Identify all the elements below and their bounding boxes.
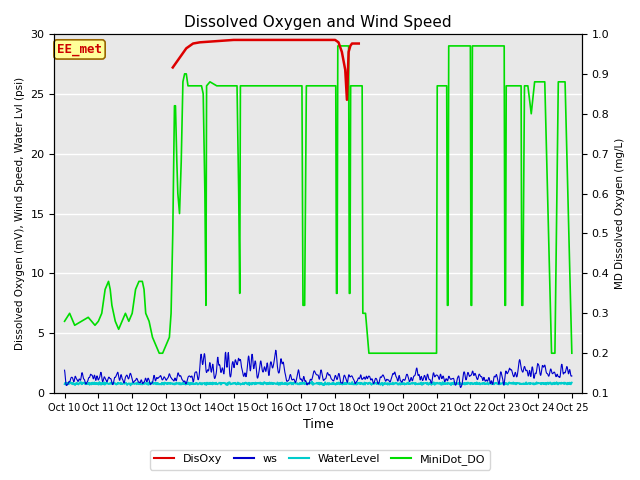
Title: Dissolved Oxygen and Wind Speed: Dissolved Oxygen and Wind Speed [184,15,452,30]
Legend: DisOxy, ws, WaterLevel, MiniDot_DO: DisOxy, ws, WaterLevel, MiniDot_DO [150,450,490,469]
X-axis label: Time: Time [303,419,333,432]
Y-axis label: MD Dissolved Oxygen (mg/L): MD Dissolved Oxygen (mg/L) [615,138,625,289]
Text: EE_met: EE_met [57,43,102,56]
Y-axis label: Dissolved Oxygen (mV), Wind Speed, Water Lvl (psi): Dissolved Oxygen (mV), Wind Speed, Water… [15,77,25,350]
